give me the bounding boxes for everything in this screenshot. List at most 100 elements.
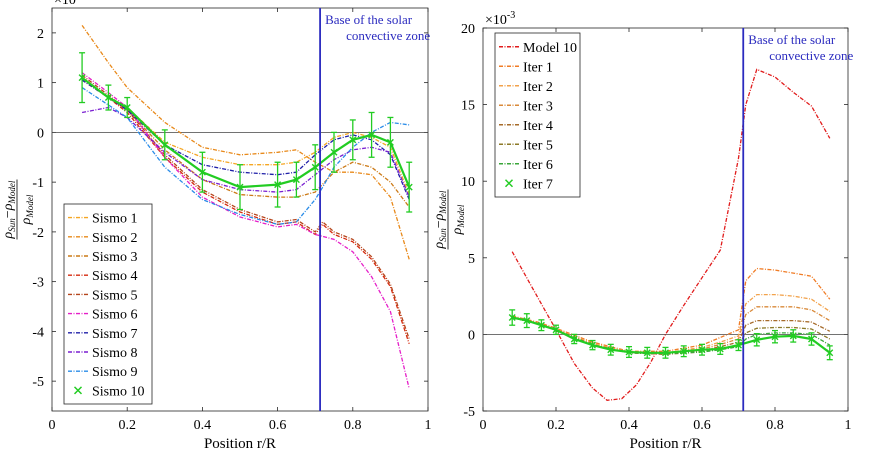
legend-label: Sismo 8 bbox=[92, 346, 138, 361]
y-label-rho-den: ρ bbox=[19, 217, 34, 225]
data-point-marker bbox=[198, 168, 206, 176]
exponent-base: ×10 bbox=[54, 0, 76, 8]
series-line-sismo-7 bbox=[81, 79, 410, 200]
x-tick-label: 0.6 bbox=[269, 418, 287, 433]
legend-item: Sismo 1 bbox=[68, 212, 138, 227]
y-label-sub-model: Model bbox=[7, 180, 17, 204]
convective-zone-label-line1: Base of the solar bbox=[325, 12, 413, 27]
exponent-power: -3 bbox=[76, 0, 84, 1]
data-point-marker bbox=[826, 349, 834, 357]
data-point-marker bbox=[368, 131, 376, 139]
legend-item: Sismo 5 bbox=[68, 288, 138, 303]
y-tick-label: -1 bbox=[32, 176, 44, 191]
series-line-sismo-2 bbox=[81, 25, 410, 260]
chart-left: 00.20.40.60.81-5-4-3-2-1012×10-3Position… bbox=[1, 0, 432, 452]
legend-label: Sismo 9 bbox=[92, 365, 138, 380]
exponent-base: ×10 bbox=[485, 13, 507, 28]
plot-content bbox=[52, 8, 428, 411]
data-point-marker bbox=[78, 74, 86, 82]
x-tick-label: 0.2 bbox=[547, 418, 565, 433]
legend-label: Iter 3 bbox=[523, 99, 553, 114]
y-label-rho-2: ρ bbox=[432, 213, 447, 221]
convective-zone-label-line2: convective zone bbox=[769, 48, 853, 63]
data-point-marker bbox=[349, 136, 357, 144]
data-point-marker bbox=[386, 138, 394, 146]
data-point-marker bbox=[236, 183, 244, 191]
convective-zone-label-line2: convective zone bbox=[346, 28, 430, 43]
y-label-minus: − bbox=[1, 210, 16, 218]
data-point-marker bbox=[698, 346, 706, 354]
y-tick-label: -3 bbox=[32, 276, 44, 291]
x-tick-label: 0.8 bbox=[766, 418, 784, 433]
data-point-marker bbox=[523, 317, 531, 325]
y-label-rho-den: ρ bbox=[450, 227, 465, 235]
legend-item: Sismo 8 bbox=[68, 346, 138, 361]
data-point-marker bbox=[607, 346, 615, 354]
data-point-marker bbox=[735, 341, 742, 349]
y-label-rho-2: ρ bbox=[1, 203, 16, 211]
legend-item: Iter 2 bbox=[499, 80, 553, 95]
legend-label: Iter 4 bbox=[523, 119, 553, 134]
legend-label: Sismo 7 bbox=[92, 327, 138, 342]
y-label-minus: − bbox=[432, 220, 447, 228]
data-point-marker bbox=[274, 181, 282, 189]
legend-item: Iter 4 bbox=[499, 119, 553, 134]
series-line-iter-2 bbox=[512, 293, 831, 354]
data-point-marker bbox=[789, 332, 797, 340]
y-label-rho: ρ bbox=[1, 231, 16, 239]
x-tick-label: 0 bbox=[480, 418, 487, 433]
legend-marker bbox=[504, 179, 514, 188]
legend-box bbox=[494, 32, 581, 198]
legend-item: Sismo 3 bbox=[68, 250, 138, 265]
legend-item: Sismo 2 bbox=[68, 231, 138, 246]
legend-item: Sismo 7 bbox=[68, 327, 138, 342]
y-tick-label: -5 bbox=[32, 375, 44, 390]
legend-label: Iter 5 bbox=[523, 138, 553, 153]
data-point-marker bbox=[662, 349, 669, 357]
legend-item: Sismo 10 bbox=[73, 384, 145, 399]
series-line-sismo-10 bbox=[81, 76, 411, 189]
y-tick-label: 1 bbox=[37, 77, 44, 92]
data-point-marker bbox=[311, 163, 319, 171]
y-label-sub-model-den: Model bbox=[456, 204, 466, 228]
y-tick-label: -4 bbox=[32, 325, 44, 340]
legend-label: Sismo 5 bbox=[92, 288, 138, 303]
series-line-sismo-6 bbox=[81, 72, 410, 389]
series-line-iter-1 bbox=[512, 267, 831, 352]
legend-item: Iter 6 bbox=[499, 158, 553, 173]
legend-item: Iter 5 bbox=[499, 138, 553, 153]
data-point-marker bbox=[680, 347, 688, 355]
y-label-sub-sun: Sun bbox=[7, 218, 17, 232]
y-tick-label: 0 bbox=[37, 126, 44, 141]
legend-item: Iter 7 bbox=[504, 177, 553, 192]
x-tick-label: 0.4 bbox=[620, 418, 638, 433]
legend-label: Sismo 6 bbox=[92, 308, 138, 323]
legend-item: Model 10 bbox=[499, 41, 577, 56]
data-point-marker bbox=[753, 336, 761, 344]
data-point-marker bbox=[808, 335, 815, 343]
legend-item: Sismo 4 bbox=[68, 269, 138, 284]
chart-right: 0 0.2 0.4 0.6 0.8 1 -5 0 5 10 15 20 ×10-3 Position r/… bbox=[432, 10, 854, 452]
y-label-denominator: ρModel bbox=[450, 204, 466, 235]
data-point-marker bbox=[292, 176, 300, 184]
data-point-marker bbox=[716, 345, 724, 353]
data-point-marker bbox=[161, 141, 169, 149]
legend-label: Sismo 10 bbox=[92, 384, 145, 399]
y-label-sub-model: Model bbox=[438, 190, 448, 214]
y-tick-label: -2 bbox=[32, 226, 44, 241]
data-point-marker bbox=[589, 341, 596, 349]
x-tick-label: 0.2 bbox=[118, 418, 136, 433]
legend-label: Model 10 bbox=[523, 41, 577, 56]
convective-zone-label-line1: Base of the solar bbox=[748, 32, 836, 47]
plot-content bbox=[483, 28, 848, 411]
exponent-label: ×10-3 bbox=[485, 10, 515, 28]
y-tick-label: 2 bbox=[37, 27, 44, 42]
x-tick-label: 0.6 bbox=[693, 418, 711, 433]
x-tick-label: 1 bbox=[845, 418, 852, 433]
legend-label: Sismo 4 bbox=[92, 269, 138, 284]
data-point-marker bbox=[405, 183, 413, 191]
legend-label: Iter 1 bbox=[523, 60, 553, 75]
x-axis-label: Position r/R bbox=[204, 436, 276, 452]
legend-label: Sismo 3 bbox=[92, 250, 138, 265]
